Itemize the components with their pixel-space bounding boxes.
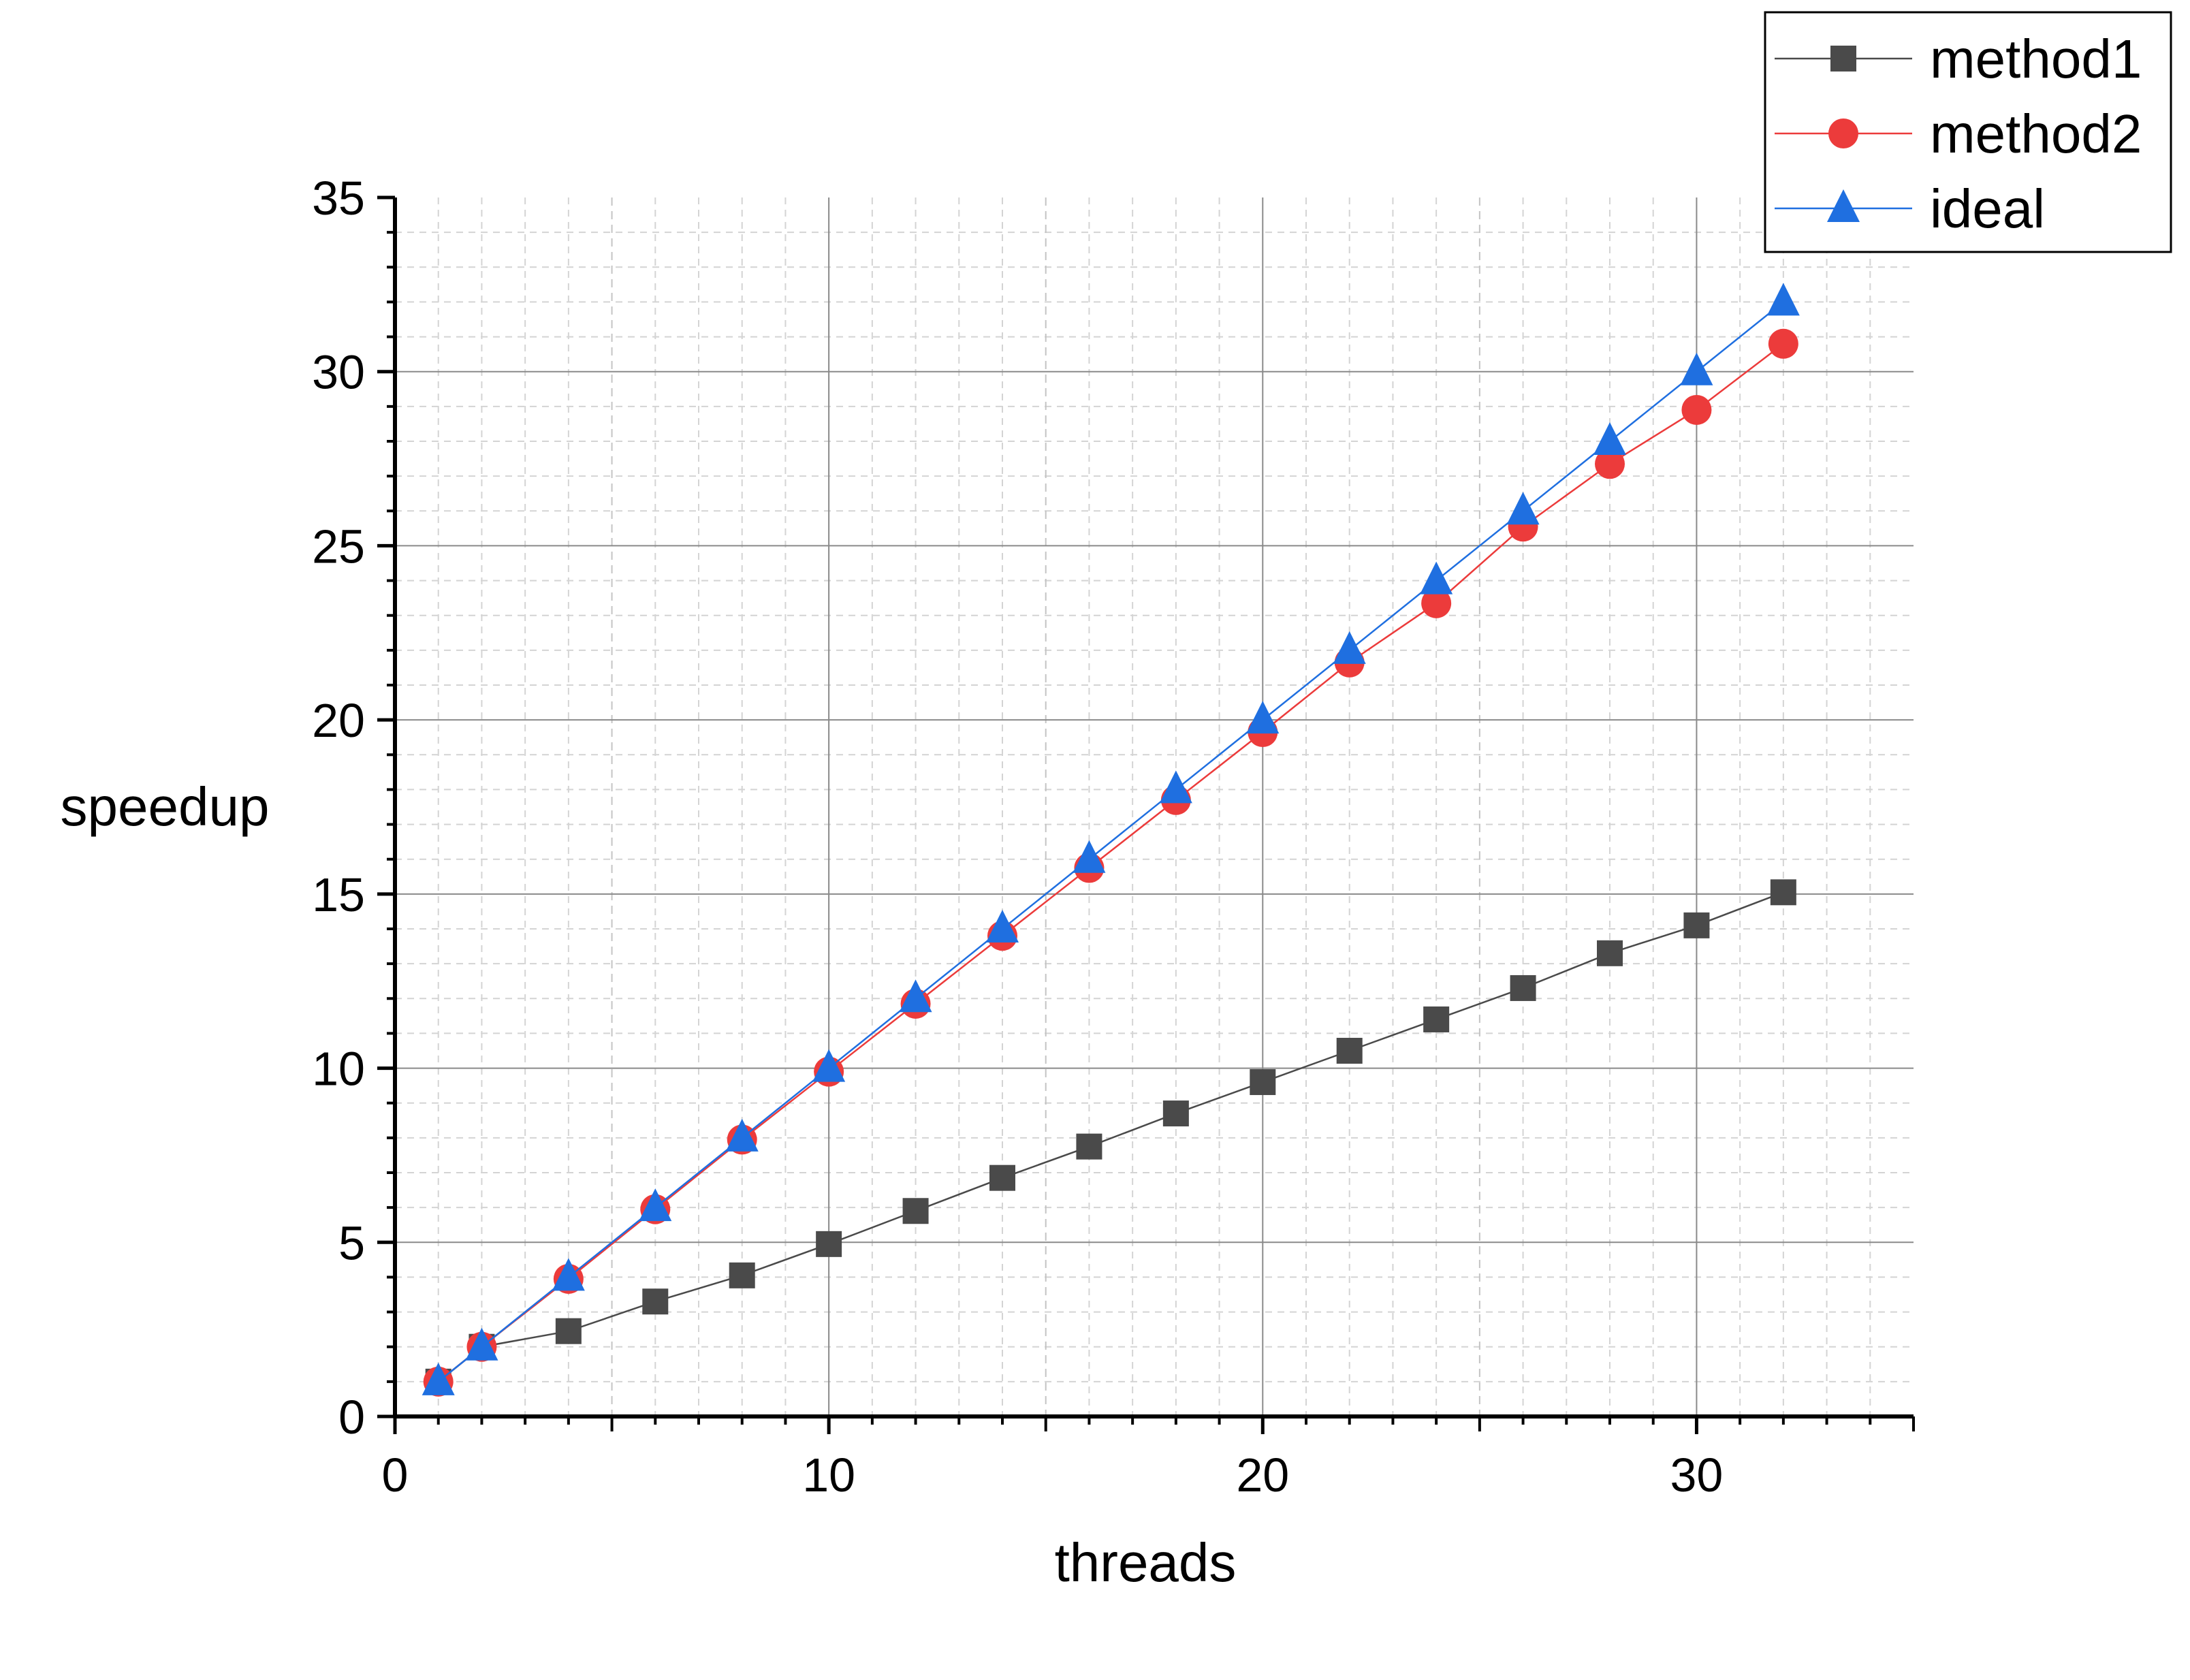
data-point bbox=[986, 910, 1019, 942]
y-tick-label: 15 bbox=[312, 868, 365, 921]
data-point bbox=[1683, 912, 1710, 938]
y-tick-label: 35 bbox=[312, 172, 365, 225]
legend-label: ideal bbox=[1930, 178, 2045, 239]
data-point bbox=[1333, 631, 1366, 664]
legend-marker bbox=[1827, 189, 1860, 222]
y-tick-label: 25 bbox=[312, 520, 365, 573]
series-ideal bbox=[422, 283, 1800, 1395]
data-point bbox=[1510, 974, 1536, 1001]
series-line bbox=[437, 343, 1784, 1382]
legend-entry: method1 bbox=[1775, 29, 2142, 89]
x-tick-label: 0 bbox=[382, 1448, 409, 1502]
y-tick-label: 10 bbox=[312, 1043, 365, 1096]
data-point bbox=[1593, 422, 1626, 455]
data-point bbox=[1681, 394, 1712, 425]
data-point bbox=[1770, 879, 1796, 906]
data-point bbox=[1595, 449, 1625, 479]
data-point bbox=[816, 1231, 842, 1257]
data-point bbox=[1250, 1069, 1276, 1096]
data-point bbox=[552, 1258, 585, 1291]
data-point bbox=[642, 1288, 669, 1315]
data-point bbox=[1162, 1100, 1189, 1127]
legend-label: method1 bbox=[1930, 29, 2142, 89]
data-point bbox=[902, 1198, 929, 1224]
y-tick-label: 0 bbox=[338, 1391, 365, 1444]
y-tick-label: 30 bbox=[312, 346, 365, 399]
data-point bbox=[1336, 1038, 1363, 1064]
y-tick-label: 20 bbox=[312, 694, 365, 747]
x-tick-label: 10 bbox=[802, 1448, 855, 1502]
data-point bbox=[1420, 561, 1453, 595]
data-point bbox=[989, 1164, 1015, 1191]
legend-label: method2 bbox=[1930, 104, 2142, 164]
series-method2 bbox=[423, 328, 1798, 1397]
data-point bbox=[1506, 492, 1540, 525]
x-tick-label: 20 bbox=[1236, 1448, 1289, 1502]
data-point bbox=[465, 1327, 498, 1361]
data-point bbox=[725, 1118, 759, 1152]
series-group bbox=[422, 283, 1800, 1397]
data-point bbox=[639, 1188, 672, 1222]
legend: method1 method2 ideal bbox=[1764, 11, 2172, 253]
series-method1 bbox=[425, 879, 1796, 1395]
data-point bbox=[1423, 1006, 1450, 1032]
data-point bbox=[1680, 352, 1713, 385]
legend-entry: ideal bbox=[1775, 178, 2045, 239]
data-point bbox=[422, 1362, 455, 1395]
data-point bbox=[1246, 701, 1280, 734]
y-axis-label: speedup bbox=[61, 776, 270, 837]
legend-marker bbox=[1828, 118, 1858, 148]
data-point bbox=[1768, 328, 1798, 359]
x-tick-label: 30 bbox=[1670, 1448, 1723, 1502]
data-point bbox=[1597, 940, 1623, 966]
legend-marker bbox=[1830, 46, 1856, 72]
data-point bbox=[1421, 588, 1452, 618]
data-point bbox=[729, 1262, 755, 1288]
y-tick-label: 5 bbox=[338, 1216, 365, 1269]
data-point bbox=[1076, 1133, 1102, 1160]
data-point bbox=[1073, 840, 1106, 873]
series-line bbox=[437, 891, 1784, 1382]
legend-entry: method2 bbox=[1775, 104, 2142, 164]
x-axis-label: threads bbox=[1055, 1532, 1237, 1593]
data-point bbox=[812, 1049, 846, 1082]
data-point bbox=[555, 1318, 582, 1344]
data-point bbox=[1159, 770, 1192, 804]
data-point bbox=[899, 979, 932, 1013]
data-point bbox=[1766, 283, 1800, 316]
axes: 0 10 20 30 0 5 10 15 20 25 30 35 bbox=[312, 172, 1915, 1502]
